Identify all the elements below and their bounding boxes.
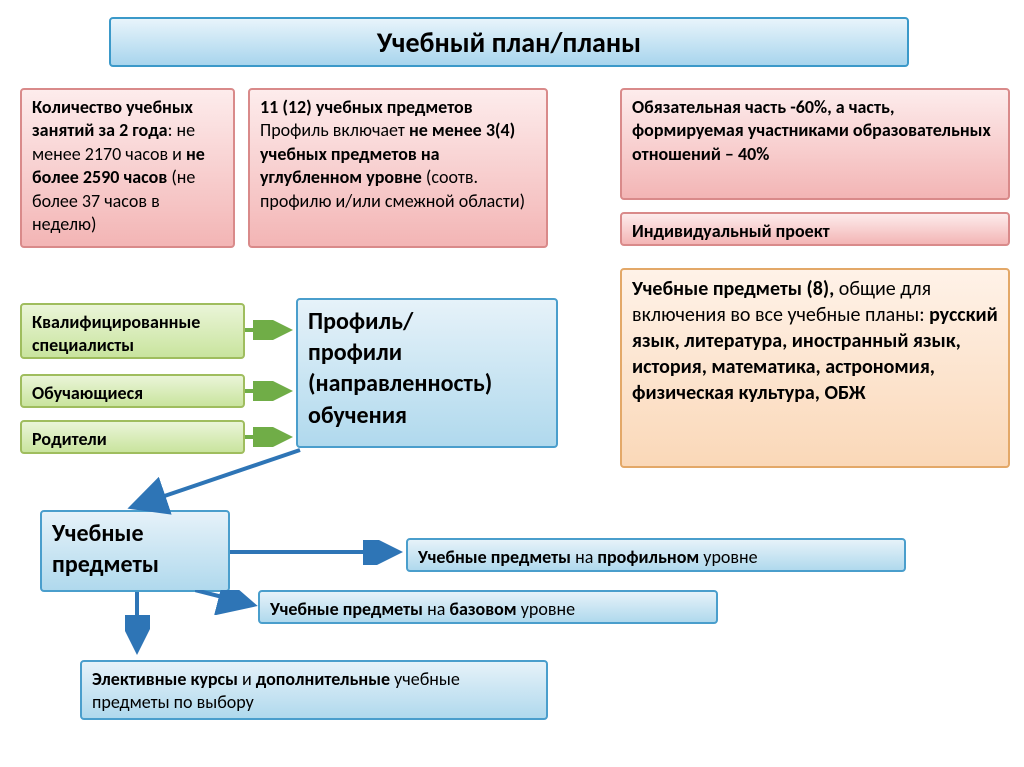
arrow-specialists: [245, 320, 300, 340]
arrow-students: [245, 381, 300, 401]
t: Учебные предметы: [418, 546, 571, 568]
common-subjects-box: Учебные предметы (8), общие для включени…: [620, 268, 1010, 468]
stakeholder-specialists: Квалифицированные специалисты: [20, 303, 245, 359]
t: Родители: [32, 428, 107, 450]
t: уровне: [699, 546, 757, 568]
t: Учебные предметы (8),: [632, 277, 834, 301]
title-box: Учебный план/планы: [109, 17, 909, 67]
t: Профиль включает: [260, 119, 409, 141]
arrow-subjects-to-elective: [125, 592, 150, 662]
arrow-profile-to-subjects: [115, 448, 315, 518]
t: Элективные курсы: [92, 668, 238, 690]
info-box-hours: Количество учебных занятий за 2 года: не…: [20, 88, 235, 248]
stakeholder-parents: Родители: [20, 420, 245, 454]
info-box-subjects-count: 11 (12) учебных предметов Профиль включа…: [248, 88, 548, 248]
arrow-subjects-to-basic-level: [195, 590, 265, 615]
t: Учебные предметы: [270, 598, 427, 620]
t: обучения: [308, 401, 407, 430]
subjects-box: Учебные предметы: [40, 510, 230, 592]
t: на: [571, 546, 597, 568]
t: Учебные: [52, 519, 144, 548]
t: Квалифицированные специалисты: [32, 311, 200, 356]
t: Индивидуальный проект: [632, 220, 830, 242]
t: дополнительные: [256, 668, 390, 690]
t: и: [238, 668, 256, 690]
t: профильном: [597, 546, 699, 568]
t: профили: [308, 338, 402, 367]
arrow-subjects-to-profile-level: [230, 540, 410, 565]
arrow-parents: [245, 427, 300, 447]
title-text: Учебный план/планы: [377, 25, 641, 60]
t: предметы: [52, 550, 159, 579]
t: 11 (12) учебных предметов: [260, 96, 473, 118]
elective-box: Элективные курсы и дополнительные учебны…: [80, 660, 548, 720]
stakeholder-students: Обучающиеся: [20, 374, 245, 408]
info-box-individual-project: Индивидуальный проект: [620, 212, 1010, 246]
t: (направленность): [308, 369, 492, 398]
t: базовом: [449, 598, 516, 620]
t: Обучающиеся: [32, 382, 143, 404]
t: уровне: [517, 598, 575, 620]
t: Профиль/: [308, 307, 413, 336]
level-profile-box: Учебные предметы на профильном уровне: [406, 538, 906, 572]
level-basic-box: Учебные предметы на базовом уровне: [258, 590, 718, 624]
profile-box: Профиль/ профили (направленность) обучен…: [296, 298, 558, 448]
info-box-mandatory-part: Обязательная часть -60%, а часть, формир…: [620, 88, 1010, 200]
t: Обязательная часть -60%, а часть, формир…: [632, 96, 991, 165]
t: на: [427, 598, 449, 620]
